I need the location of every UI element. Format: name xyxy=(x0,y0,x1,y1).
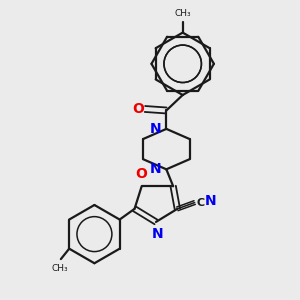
Text: CH₃: CH₃ xyxy=(174,9,191,18)
Text: O: O xyxy=(135,167,147,181)
Text: N: N xyxy=(149,162,161,176)
Text: CH₃: CH₃ xyxy=(52,264,69,273)
Text: C: C xyxy=(196,197,204,208)
Text: N: N xyxy=(205,194,217,208)
Text: N: N xyxy=(152,227,163,241)
Text: N: N xyxy=(149,122,161,136)
Text: O: O xyxy=(133,102,144,116)
